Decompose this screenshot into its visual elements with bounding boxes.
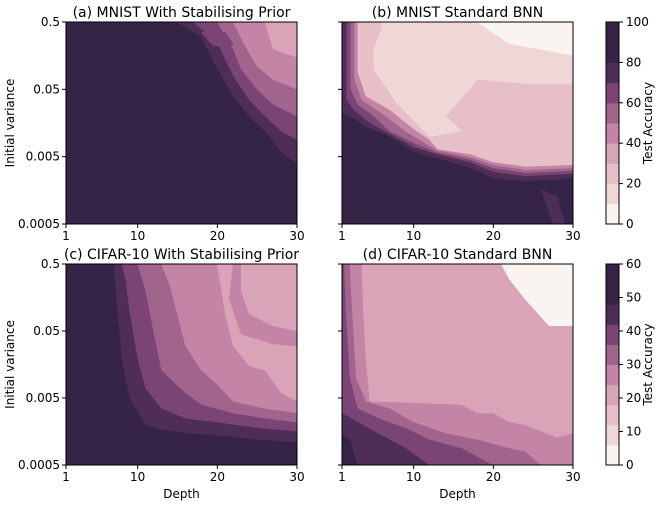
colorbar-top: 0 20 40 60 80 100 Test Accuracy — [605, 15, 655, 231]
panel-d: (d) CIFAR-10 Standard BNN 1 10 20 30 Depth — [338, 247, 581, 501]
colorbar-swatch — [606, 203, 619, 225]
contour-region-5 — [200, 32, 234, 47]
colorbar-tick-label: 60 — [626, 96, 641, 110]
colorbar-swatch — [606, 344, 619, 365]
x-tick-label: 20 — [210, 229, 225, 243]
axes-frame — [65, 21, 298, 225]
colorbar-tick-label: 50 — [626, 291, 641, 305]
panel-title: (a) MNIST With Stabilising Prior — [73, 5, 291, 21]
colorbar-swatch — [606, 42, 619, 63]
x-tick-label: 30 — [565, 470, 580, 484]
y-tick-label: 0.5 — [41, 15, 60, 29]
colorbar-swatch — [606, 163, 619, 185]
contour-region-6 — [476, 22, 573, 56]
x-tick-label: 10 — [130, 470, 145, 484]
colorbar-tick-label: 40 — [626, 136, 641, 150]
colorbar-swatch — [606, 102, 619, 124]
colorbar-swatch — [606, 264, 619, 285]
x-tick-label: 1 — [338, 229, 346, 243]
x-tick-label: 30 — [565, 229, 580, 243]
x-tick-label: 1 — [62, 470, 70, 484]
colorbar-label: Test Accuracy — [641, 82, 655, 165]
colorbar-swatch — [606, 183, 619, 205]
colorbar-tick-label: 0 — [626, 217, 634, 231]
y-tick-label: 0.005 — [26, 150, 60, 164]
x-tick-label: 10 — [406, 229, 421, 243]
y-tick-label: 0.05 — [33, 324, 60, 338]
plot-area — [342, 22, 573, 224]
x-tick-label: 1 — [338, 470, 346, 484]
y-tick-label: 0.5 — [41, 257, 60, 271]
axes-frame — [65, 263, 298, 466]
x-axis-label: Depth — [163, 487, 200, 501]
colorbar-bottom: 0 10 20 30 40 50 60 Test Accuracy — [605, 257, 655, 472]
x-tick-label: 1 — [62, 229, 70, 243]
panel-title: (d) CIFAR-10 Standard BNN — [363, 247, 553, 263]
x-tick-label: 30 — [289, 229, 304, 243]
panel-title: (b) MNIST Standard BNN — [372, 5, 544, 21]
panel-c: (c) CIFAR-10 With Stabilising Prior 1 10 20… — [3, 247, 305, 501]
colorbar-tick-label: 60 — [626, 257, 641, 271]
x-tick-label: 30 — [289, 470, 304, 484]
colorbar-swatch — [606, 424, 619, 446]
colorbar-swatch — [606, 384, 619, 406]
colorbar-tick-label: 0 — [626, 458, 634, 472]
colorbar-swatch — [606, 143, 619, 164]
x-tick-label: 10 — [406, 470, 421, 484]
colorbar-swatch — [606, 62, 619, 84]
colorbar-swatch — [606, 82, 619, 104]
x-tick-label: 20 — [210, 470, 225, 484]
colorbar-label: Test Accuracy — [641, 323, 655, 406]
contour-region-5 — [373, 22, 573, 137]
colorbar-tick-label: 20 — [626, 177, 641, 191]
colorbar-tick-label: 100 — [626, 15, 649, 29]
colorbar-tick-label: 20 — [626, 391, 641, 405]
x-tick-label: 20 — [486, 229, 501, 243]
y-tick-label: 0.0005 — [18, 217, 60, 231]
y-tick-label: 0.005 — [26, 391, 60, 405]
plot-area — [342, 264, 573, 465]
x-tick-label: 10 — [130, 229, 145, 243]
colorbar-swatch — [606, 284, 619, 305]
y-tick-label: 0.05 — [33, 82, 60, 96]
colorbar-tick-label: 80 — [626, 55, 641, 69]
panel-a: (a) MNIST With Stabilising Prior 1 10 20 30 0… — [3, 5, 305, 243]
panel-b: (b) MNIST Standard BNN 1 10 20 30 — [338, 5, 581, 243]
contour-region-5 — [500, 264, 573, 327]
axes-frame — [341, 263, 574, 466]
colorbar-tick-label: 30 — [626, 358, 641, 372]
contour-region-4 — [264, 22, 297, 58]
contour-region-4 — [361, 264, 573, 438]
colorbar-swatch — [606, 304, 619, 325]
colorbar-swatch — [606, 444, 619, 466]
colorbar-swatch — [606, 123, 619, 144]
plot-area — [66, 22, 297, 224]
x-tick-label: 20 — [486, 470, 501, 484]
y-axis-label: Initial variance — [3, 320, 17, 409]
panel-title: (c) CIFAR-10 With Stabilising Prior — [64, 247, 299, 263]
colorbar-swatch — [606, 324, 619, 345]
colorbar-swatch — [606, 404, 619, 426]
contour-region-7 — [540, 188, 566, 224]
colorbar-frame — [605, 21, 620, 225]
contour-region-6 — [240, 264, 297, 332]
colorbar-swatch — [606, 364, 619, 386]
x-axis-label: Depth — [439, 487, 476, 501]
axes-frame — [341, 21, 574, 225]
colorbar-tick-label: 10 — [626, 425, 641, 439]
y-tick-label: 0.0005 — [18, 458, 60, 472]
y-axis-label: Initial variance — [3, 79, 17, 168]
colorbar-tick-label: 40 — [626, 324, 641, 338]
colorbar-swatch — [606, 22, 619, 43]
plot-area — [66, 264, 297, 465]
